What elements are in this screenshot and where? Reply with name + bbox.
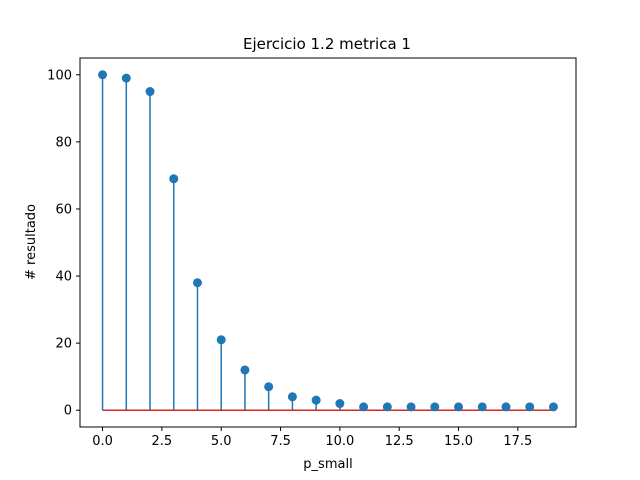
stem-marker	[406, 402, 416, 412]
stem-marker	[525, 402, 535, 412]
stem-marker	[216, 335, 226, 345]
x-tick-label: 10.0	[325, 434, 354, 449]
stem-marker	[548, 402, 558, 412]
axes-frame	[79, 57, 577, 428]
x-tick-label: 12.5	[385, 434, 414, 449]
y-tick-label: 40	[55, 270, 72, 285]
x-tick-label: 7.5	[270, 434, 291, 449]
x-axis-label: p_small	[303, 457, 352, 472]
x-tick-label: 5.0	[211, 434, 232, 449]
stem-marker	[121, 73, 131, 83]
stem-marker	[382, 402, 392, 412]
x-tick-label: 17.5	[503, 434, 532, 449]
y-axis-label: # resultado	[24, 204, 39, 280]
stem-marker	[264, 382, 274, 392]
stem-marker	[169, 174, 179, 184]
y-tick-label: 100	[47, 68, 72, 83]
plot-area	[98, 70, 558, 412]
stem-marker	[501, 402, 511, 412]
y-tick-label: 20	[55, 337, 72, 352]
stem-marker	[359, 402, 369, 412]
y-tick-label: 80	[55, 135, 72, 150]
x-axis-ticks: 0.0 2.5 5.0 7.5 10.0 12.5 15.0 17.5	[92, 427, 532, 449]
chart-title: Ejercicio 1.2 metrica 1	[243, 35, 411, 53]
stem-marker	[454, 402, 464, 412]
stem-marker	[335, 399, 345, 409]
stem-marker	[145, 87, 155, 97]
y-tick-label: 0	[64, 404, 72, 419]
x-tick-label: 15.0	[444, 434, 473, 449]
y-tick-label: 60	[55, 202, 72, 217]
stem-marker	[287, 392, 297, 402]
stem-marker	[311, 395, 321, 405]
y-axis-ticks: 0 20 40 60 80 100	[47, 68, 80, 419]
stem-marker	[240, 365, 250, 375]
x-tick-label: 0.0	[92, 434, 113, 449]
x-tick-label: 2.5	[152, 434, 173, 449]
stem-marker	[477, 402, 487, 412]
stem-marker	[192, 278, 202, 288]
stem-marker	[430, 402, 440, 412]
stem-marker	[98, 70, 108, 80]
